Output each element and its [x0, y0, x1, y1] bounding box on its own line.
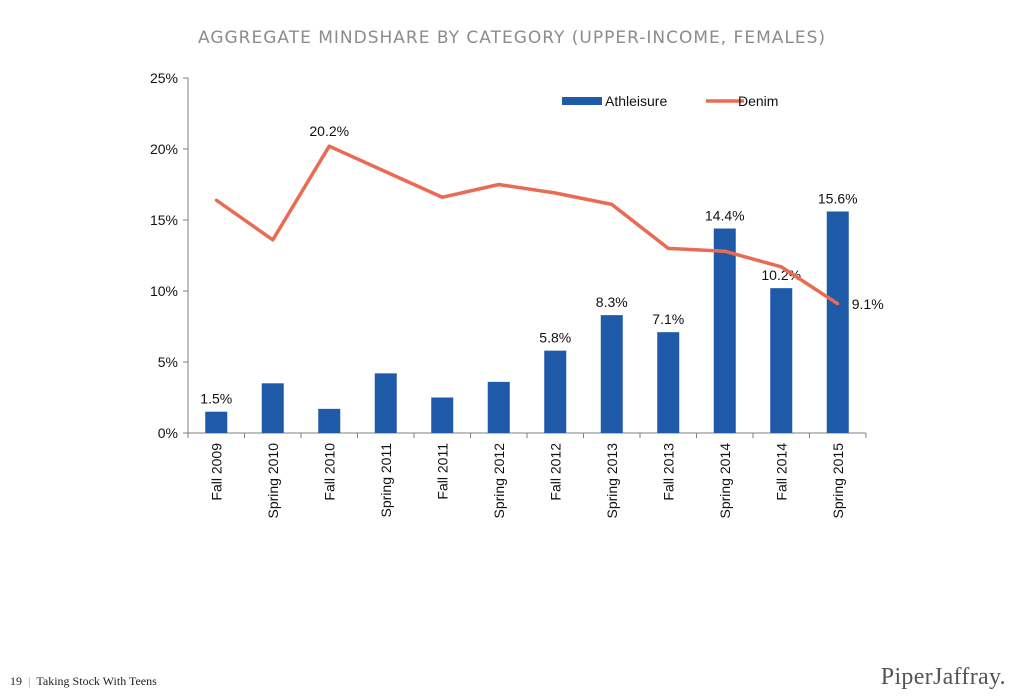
- x-tick-label: Fall 2011: [434, 443, 450, 500]
- bar-athleisure: [544, 350, 567, 433]
- x-tick-label: Spring 2015: [830, 443, 846, 519]
- x-tick-label: Fall 2014: [773, 443, 789, 501]
- legend-label-athleisure: Athleisure: [605, 93, 667, 109]
- line-denim: [215, 144, 839, 306]
- x-tick-label: Fall 2009: [208, 443, 224, 501]
- data-label-athleisure: 1.5%: [200, 391, 232, 407]
- data-label-athleisure: 14.4%: [705, 208, 745, 224]
- y-tick-label: 10%: [150, 283, 178, 299]
- data-label-athleisure: 15.6%: [818, 190, 858, 206]
- point-denim: [610, 202, 614, 206]
- x-tick-label: Spring 2012: [491, 443, 507, 519]
- point-denim: [214, 198, 218, 202]
- point-denim: [836, 302, 840, 306]
- y-tick-label: 0%: [158, 425, 178, 441]
- point-denim: [779, 265, 783, 269]
- point-denim: [271, 238, 275, 242]
- x-tick-label: Fall 2012: [547, 443, 563, 501]
- x-tick-label: Spring 2013: [604, 443, 620, 519]
- point-denim: [327, 144, 331, 148]
- point-denim: [666, 246, 670, 250]
- point-denim: [384, 170, 388, 174]
- x-tick-label: Fall 2013: [660, 443, 676, 501]
- x-tick-label: Fall 2010: [321, 443, 337, 501]
- point-denim: [553, 191, 557, 195]
- bar-athleisure: [487, 381, 510, 433]
- footer-separator: |: [28, 674, 31, 688]
- data-label-denim: 9.1%: [852, 296, 884, 312]
- bar-athleisure: [261, 383, 284, 433]
- brand-logo: PiperJaffray.: [880, 664, 1006, 690]
- footer: 19 | Taking Stock With Teens: [10, 674, 157, 689]
- bar-athleisure: [205, 411, 228, 433]
- x-tick-label: Spring 2011: [378, 443, 394, 518]
- bar-athleisure: [826, 211, 849, 433]
- data-label-athleisure: 7.1%: [652, 311, 684, 327]
- bar-athleisure: [318, 408, 341, 433]
- data-label-denim: 20.2%: [309, 123, 349, 139]
- bar-athleisure: [374, 373, 397, 433]
- bar-athleisure: [770, 288, 793, 433]
- data-label-athleisure: 10.2%: [761, 267, 801, 283]
- point-denim: [440, 195, 444, 199]
- footer-page-number: 19: [10, 674, 22, 688]
- bar-athleisure: [431, 397, 454, 433]
- data-label-athleisure: 5.8%: [539, 330, 571, 346]
- y-tick-label: 15%: [150, 212, 178, 228]
- legend-label-denim: Denim: [738, 93, 778, 109]
- y-tick-label: 5%: [158, 354, 178, 370]
- bar-athleisure: [600, 315, 623, 433]
- footer-text: Taking Stock With Teens: [36, 674, 157, 688]
- bar-athleisure: [713, 228, 736, 433]
- bar-athleisure: [657, 332, 680, 433]
- y-tick-label: 20%: [150, 141, 178, 157]
- chart-title: AGGREGATE MINDSHARE BY CATEGORY (UPPER-I…: [197, 28, 826, 48]
- x-tick-label: Spring 2014: [717, 443, 733, 519]
- data-label-athleisure: 8.3%: [596, 294, 628, 310]
- y-tick-label: 25%: [150, 70, 178, 86]
- legend-swatch-athleisure: [562, 97, 602, 105]
- point-denim: [723, 249, 727, 253]
- x-tick-label: Spring 2010: [265, 443, 281, 519]
- point-denim: [497, 183, 501, 186]
